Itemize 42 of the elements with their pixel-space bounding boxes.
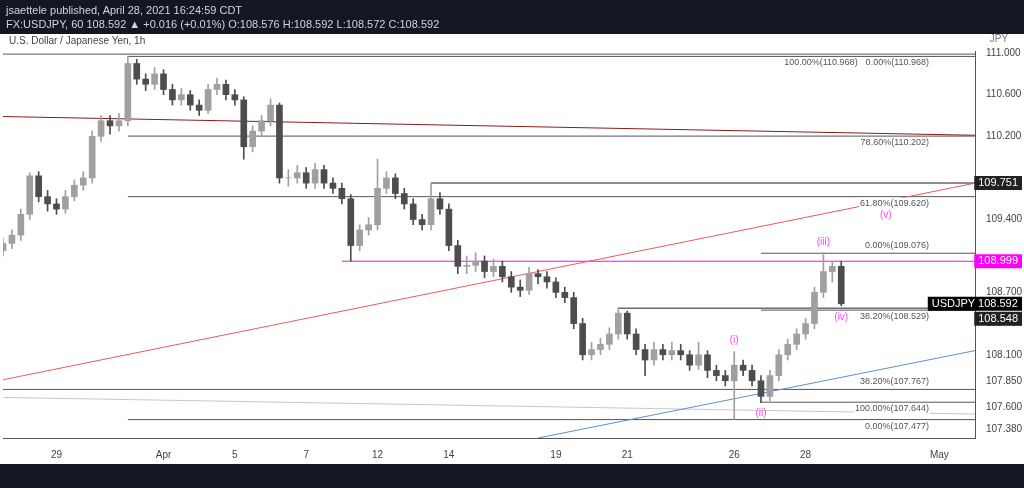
series-label: 0.00%(109.076) (864, 240, 929, 251)
series-label: 61.80%(109.620) (859, 197, 930, 208)
x-tick-label: 26 (728, 448, 741, 460)
annotation: (i) (729, 334, 739, 346)
x-tick-label: Apr (155, 448, 172, 460)
chart-subtitle: FX:USDJPY, 60 108.592 ▲ +0.016 (+0.01%) O:108.576 H:108.592 L:108.572 C:108.592 (6, 17, 441, 31)
x-tick-label: May (929, 448, 949, 460)
x-tick-label: 28 (800, 448, 812, 460)
y-tick-label: 107.380 (986, 423, 1023, 435)
annotation: (ii) (755, 407, 767, 419)
series-label: 0.00%(107.477) (864, 420, 929, 431)
y-tick-label: 108.700 (986, 286, 1023, 298)
data-label: 108.548 (978, 311, 1018, 324)
x-tick-label: 29 (50, 448, 63, 460)
annotation: USDJPY 108.592 (931, 296, 1018, 309)
series-label: 38.20%(107.767) (859, 376, 930, 387)
x-tick-label: 19 (550, 448, 562, 460)
series-label: 0.00%(110.968) (865, 57, 930, 68)
x-tick-label: 21 (621, 448, 634, 460)
x-tick-label: 7 (303, 448, 310, 460)
series-label: 100.00%(107.644) (854, 403, 930, 414)
annotation: (iii) (816, 235, 831, 247)
series-label: 38.20%(108.529) (859, 311, 930, 322)
y-tick-label: 108.100 (986, 348, 1023, 360)
series-label: 78.60%(110.202) (860, 137, 930, 148)
x-tick-label: 5 (232, 448, 239, 460)
y-tick-label: 110.600 (986, 88, 1022, 100)
x-tick-label: 12 (371, 448, 384, 460)
y-tick-label: 107.850 (986, 374, 1023, 386)
annotation: (v) (879, 208, 892, 220)
text: U.S. Dollar / Japanese Yen, 1h (9, 34, 146, 46)
y-tick-label: 111.000 (986, 46, 1022, 58)
y-tick-label: 110.200 (986, 130, 1022, 142)
x-tick-label: 14 (443, 448, 455, 460)
y-tick-label: 107.600 (986, 400, 1023, 412)
y-axis-title: JPY (989, 32, 1009, 44)
data-label: 109.751 (978, 176, 1018, 189)
chart-title: jsaettele published, April 28, 2021 16:24:59 CDT (6, 3, 244, 17)
annotation: (iv) (834, 310, 849, 322)
data-label: 108.999 (978, 254, 1018, 267)
annotation: 100.00%(110.968) (784, 57, 858, 68)
y-tick-label: 109.400 (986, 213, 1023, 225)
